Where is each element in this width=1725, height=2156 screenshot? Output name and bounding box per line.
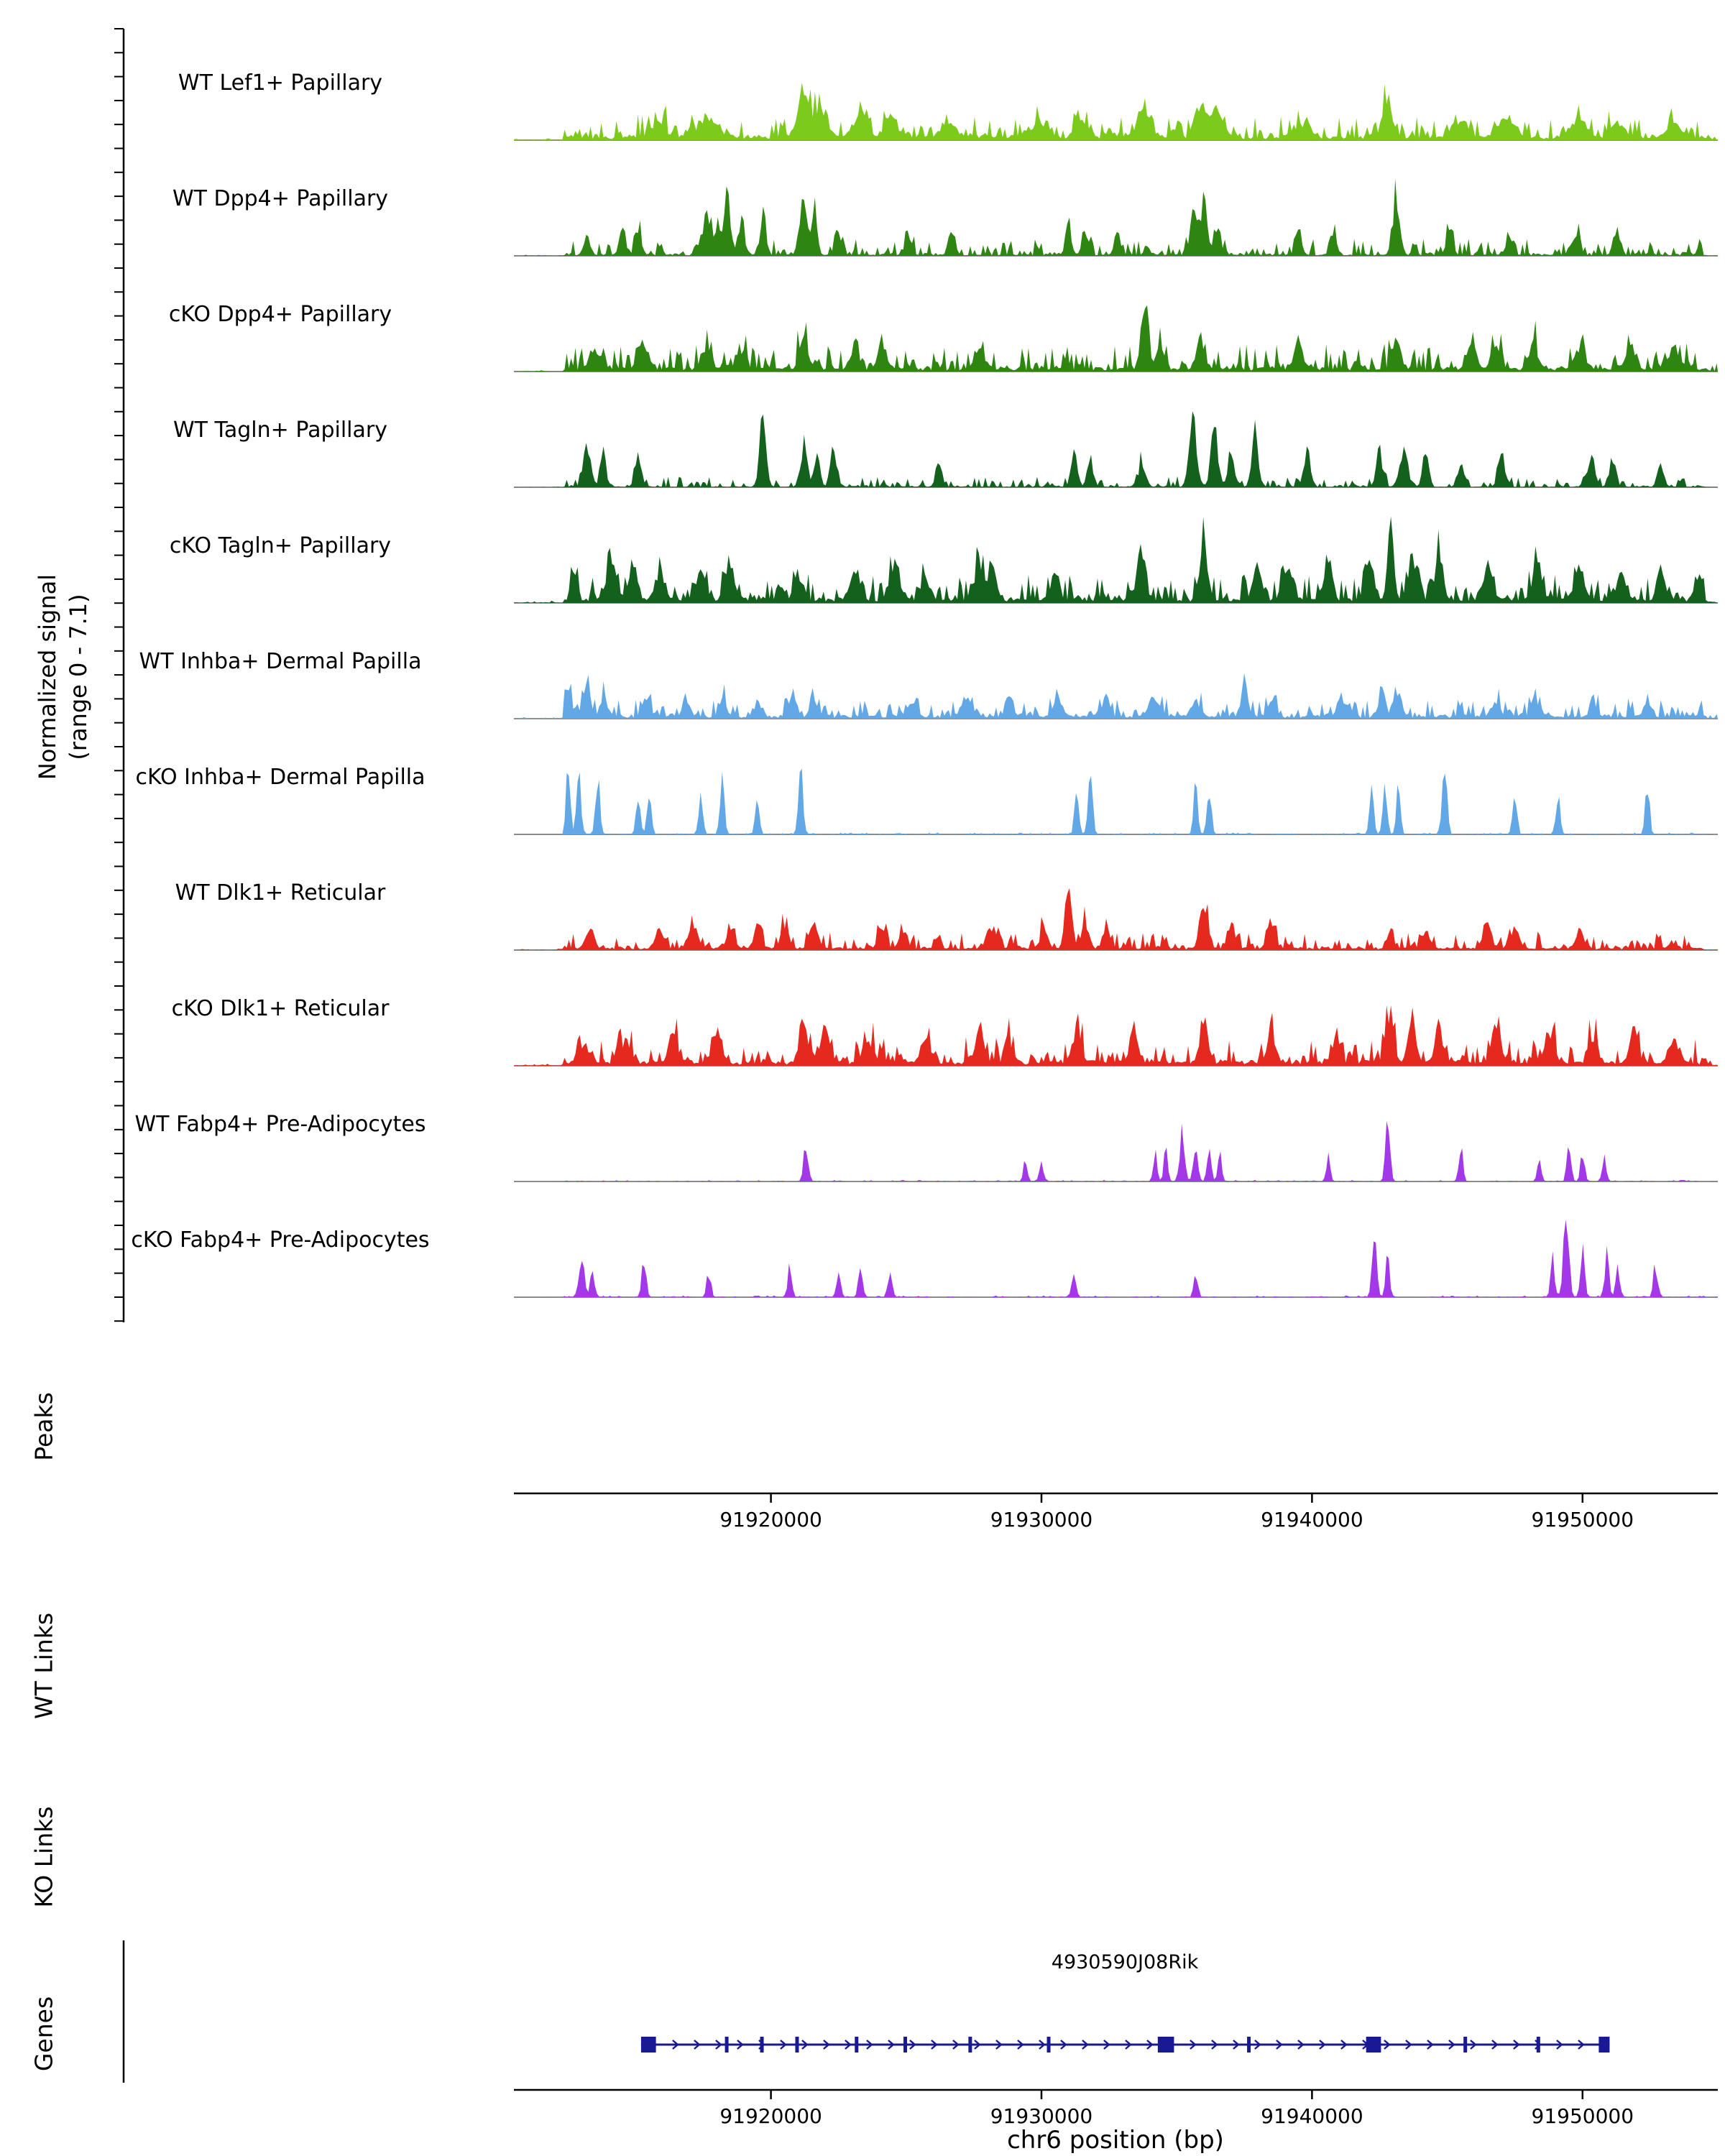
gene-exon — [1247, 2037, 1251, 2053]
gene-strand-arrow — [931, 2040, 938, 2050]
track-signal-area — [514, 1120, 1718, 1181]
section-label-wt-links: WT Links — [29, 1612, 58, 1720]
y-axis-label: Normalized signal (range 0 - 7.1) — [33, 573, 92, 780]
gene-strand-arrow — [1254, 2040, 1261, 2050]
gene-strand-arrow — [1082, 2040, 1089, 2050]
gene-strand-arrow — [1340, 2040, 1348, 2050]
gene-strand-arrow — [1297, 2040, 1305, 2050]
track-label: cKO Dlk1+ Reticular — [171, 996, 390, 1021]
track-signal-area — [514, 411, 1718, 487]
gene-strand-arrow — [715, 2040, 722, 2050]
gene-exon — [795, 2037, 799, 2053]
gene-strand-arrow — [1146, 2040, 1154, 2050]
gene-strand-arrow — [1276, 2040, 1283, 2050]
track-label: WT Dlk1+ Reticular — [175, 880, 386, 906]
x-tick-label: 91920000 — [719, 2104, 822, 2128]
gene-exon — [1366, 2037, 1381, 2053]
gene-exon — [724, 2037, 729, 2053]
gene-strand-arrow — [737, 2040, 744, 2050]
track-signal-area — [514, 1005, 1718, 1066]
gene-strand-arrow — [1060, 2040, 1067, 2050]
gene-strand-arrow — [995, 2040, 1003, 2050]
gene-strand-arrow — [1405, 2040, 1412, 2050]
track-signal-area — [514, 888, 1718, 950]
gene-exon — [1157, 2037, 1174, 2053]
gene-strand-arrow — [1513, 2040, 1520, 2050]
x-tick-label: 91930000 — [990, 1508, 1093, 1531]
gene-strand-arrow — [780, 2040, 787, 2050]
gene-strand-arrow — [866, 2040, 873, 2050]
gene-strand-arrow — [1384, 2040, 1391, 2050]
track-signal-area — [514, 82, 1718, 140]
gene-exon — [903, 2037, 908, 2053]
gene-strand-arrow — [672, 2040, 679, 2050]
section-label-ko-links: KO Links — [29, 1806, 58, 1908]
gene-strand-arrow — [1578, 2040, 1585, 2050]
gene-strand-arrow — [1491, 2040, 1499, 2050]
track-signal-area — [514, 768, 1718, 834]
x-tick-label: 91950000 — [1532, 2104, 1634, 2128]
gene-exon — [1046, 2037, 1051, 2053]
gene-strand-arrow — [974, 2040, 981, 2050]
track-label: WT Fabp4+ Pre-Adipocytes — [134, 1112, 426, 1137]
track-label: WT Inhba+ Dermal Papilla — [139, 649, 422, 674]
x-tick-label: 91950000 — [1532, 1508, 1634, 1531]
gene-strand-arrow — [801, 2040, 809, 2050]
gene-exon — [855, 2037, 859, 2053]
section-label-peaks: Peaks — [29, 1392, 58, 1461]
gene-strand-arrow — [823, 2040, 830, 2050]
track-label: WT Lef1+ Papillary — [178, 70, 383, 96]
track-signal-area — [514, 673, 1718, 719]
track-label: cKO Dpp4+ Papillary — [168, 302, 392, 327]
gene-exon — [1598, 2037, 1610, 2053]
x-tick-label: 91930000 — [990, 2104, 1093, 2128]
gene-strand-arrow — [1211, 2040, 1218, 2050]
gene-strand-arrow — [1319, 2040, 1326, 2050]
gene-strand-arrow — [1427, 2040, 1434, 2050]
track-label: cKO Fabp4+ Pre-Adipocytes — [131, 1227, 430, 1253]
gene-exon — [968, 2037, 972, 2053]
track-signal-area — [514, 178, 1718, 256]
track-label: cKO Inhba+ Dermal Papilla — [135, 765, 426, 790]
track-signal-area — [514, 305, 1718, 372]
gene-strand-arrow — [1190, 2040, 1197, 2050]
gene-strand-arrow — [909, 2040, 916, 2050]
gene-strand-arrow — [1039, 2040, 1046, 2050]
gene-strand-arrow — [888, 2040, 895, 2050]
gene-strand-arrow — [1103, 2040, 1110, 2050]
x-tick-label: 91920000 — [719, 1508, 822, 1531]
gene-strand-arrow — [1125, 2040, 1132, 2050]
section-label-genes: Genes — [29, 1996, 58, 2072]
gene-exon — [1536, 2037, 1540, 2053]
track-signal-area — [514, 1220, 1718, 1297]
gene-strand-arrow — [1556, 2040, 1563, 2050]
gene-name-label: 4930590J08Rik — [1051, 1951, 1199, 1973]
gene-strand-arrow — [1470, 2040, 1477, 2050]
track-signal-area — [514, 516, 1718, 603]
x-axis-label: chr6 position (bp) — [1007, 2126, 1224, 2155]
gene-strand-arrow — [845, 2040, 852, 2050]
gene-strand-arrow — [694, 2040, 701, 2050]
gene-exon — [760, 2037, 764, 2053]
track-label: WT Dpp4+ Papillary — [172, 186, 389, 211]
gene-exon — [1463, 2037, 1468, 2053]
x-tick-label: 91940000 — [1261, 2104, 1363, 2128]
track-label: cKO Tagln+ Papillary — [169, 533, 392, 558]
x-tick-label: 91940000 — [1261, 1508, 1363, 1531]
track-label: WT Tagln+ Papillary — [173, 418, 387, 443]
gene-strand-arrow — [1233, 2040, 1240, 2050]
gene-exon — [640, 2037, 656, 2053]
gene-strand-arrow — [952, 2040, 960, 2050]
gene-strand-arrow — [1017, 2040, 1024, 2050]
gene-strand-arrow — [1448, 2040, 1455, 2050]
